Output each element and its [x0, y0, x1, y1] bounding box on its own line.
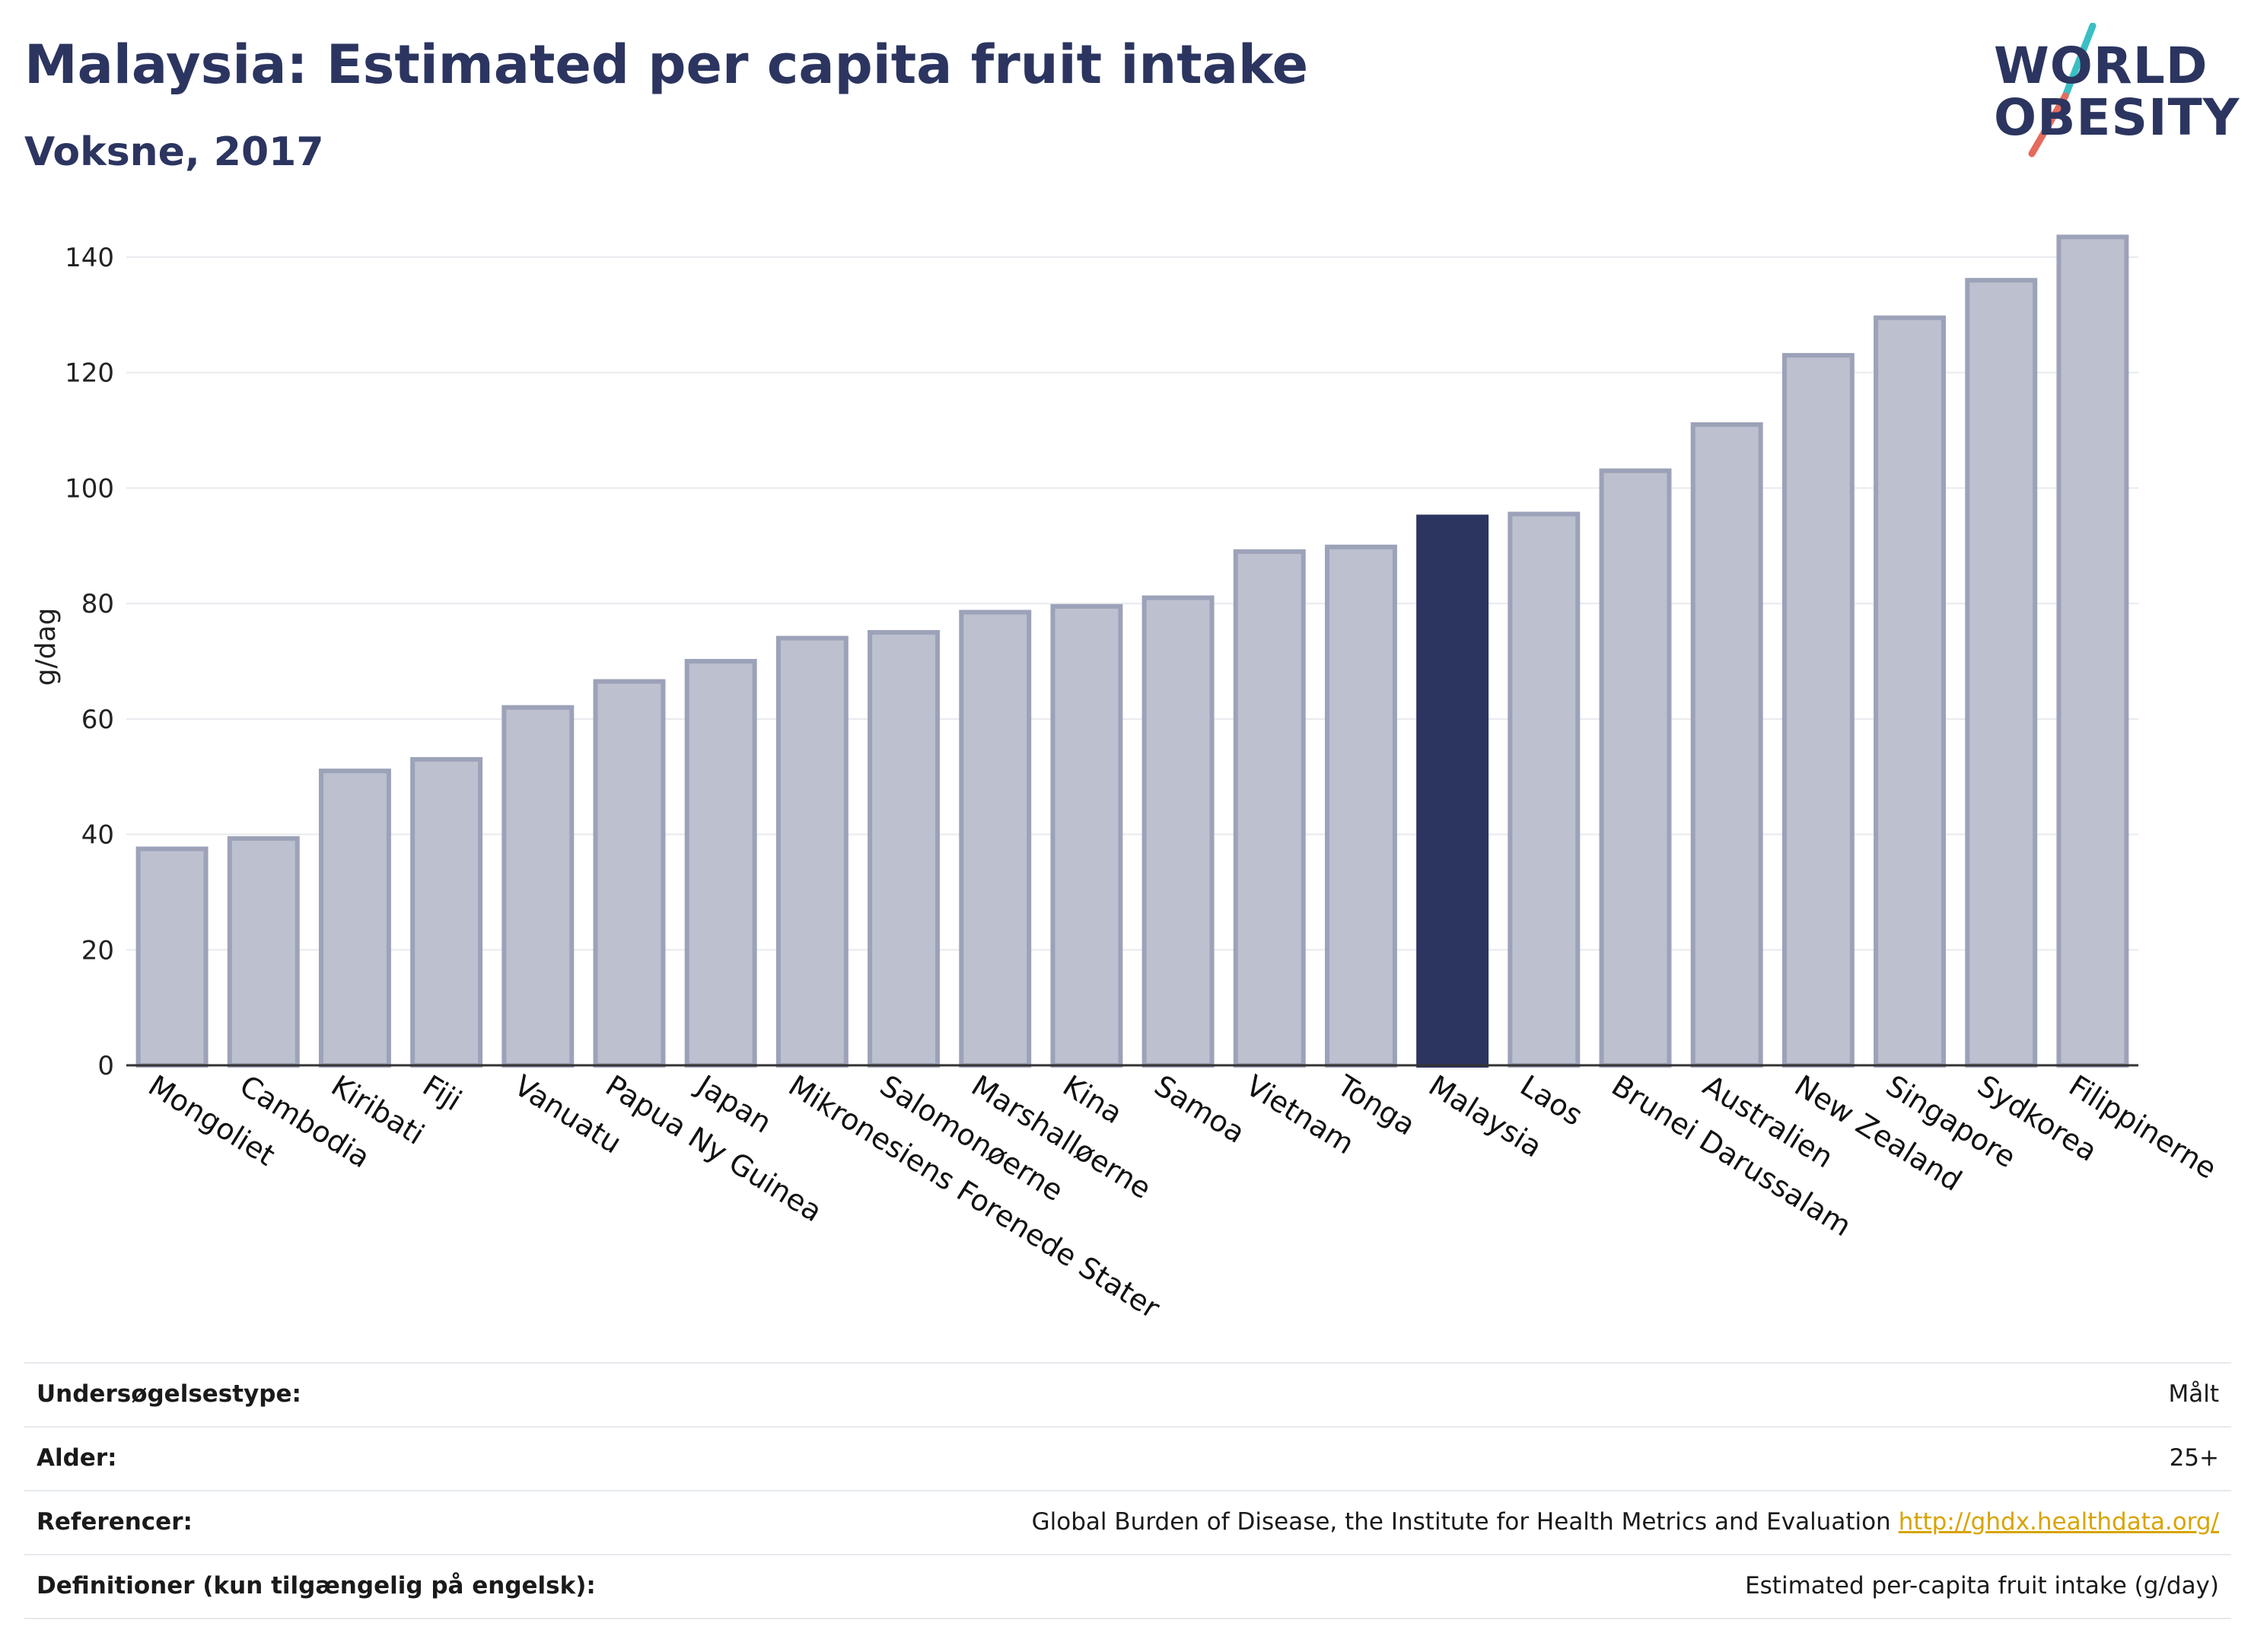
- x-tick-label: Filippinerne: [2063, 1068, 2222, 1186]
- bar-vietnam: [1233, 549, 1306, 1068]
- y-tick-label: 20: [81, 935, 114, 966]
- metadata-value: 25+: [2169, 1444, 2219, 1472]
- logo-word-obesity: OBESITY: [1994, 88, 2240, 147]
- metadata-row-age: Alder: 25+: [24, 1426, 2231, 1490]
- bar-filippinerne: [2056, 234, 2129, 1068]
- bar-cambodia: [227, 836, 300, 1068]
- bar-kina: [1050, 603, 1123, 1068]
- y-tick-label: 40: [81, 820, 114, 851]
- metadata-row-references: Referencer: Global Burden of Disease, th…: [24, 1490, 2231, 1554]
- reference-text: Global Burden of Disease, the Institute …: [1031, 1508, 1891, 1536]
- world-obesity-logo: WORLD OBESITY: [1979, 23, 2240, 160]
- page-title: Malaysia: Estimated per capita fruit int…: [24, 33, 1309, 96]
- bar-new-zealand: [1781, 352, 1855, 1068]
- metadata-row-definitions: Definitioner (kun tilgængelig på engelsk…: [24, 1554, 2231, 1619]
- bar-salomonøerne: [868, 630, 941, 1068]
- bar-malaysia: [1416, 514, 1489, 1068]
- y-tick-label: 60: [81, 705, 114, 735]
- bar-singapore: [1874, 315, 1947, 1068]
- metadata-value: Estimated per-capita fruit intake (g/day…: [1745, 1572, 2219, 1599]
- bar-tonga: [1324, 544, 1397, 1068]
- bar-chart: 020406080100120140g/dagMongolietCambodia…: [30, 234, 2223, 1326]
- y-tick-label: 140: [65, 243, 114, 273]
- metadata-label: Referencer:: [37, 1508, 193, 1536]
- bar-japan: [684, 658, 757, 1068]
- bar-marshalløerne: [959, 610, 1032, 1068]
- metadata-table: Undersøgelsestype: Målt Alder: 25+ Refer…: [24, 1362, 2231, 1619]
- metadata-value-group: Global Burden of Disease, the Institute …: [1032, 1508, 2219, 1536]
- y-tick-label: 120: [65, 358, 114, 389]
- logo-word-world: WORLD: [1994, 37, 2208, 95]
- page-subtitle: Voksne, 2017: [24, 129, 324, 175]
- bar-papua-ny-guinea: [593, 679, 666, 1068]
- bar-laos: [1508, 511, 1581, 1068]
- logo-slash-icon: [2028, 23, 2097, 158]
- bar-vanuatu: [501, 705, 575, 1068]
- bar-mongoliet: [135, 846, 209, 1068]
- y-tick-label: 0: [97, 1051, 114, 1081]
- bar-samoa: [1141, 595, 1215, 1068]
- x-tick-label: Fiji: [417, 1068, 467, 1117]
- y-tick-label: 80: [81, 589, 114, 619]
- bar-sydkorea: [1965, 278, 2038, 1068]
- metadata-label: Definitioner (kun tilgængelig på engelsk…: [37, 1572, 596, 1599]
- bar-brunei-darussalam: [1599, 468, 1672, 1068]
- metadata-row-survey-type: Undersøgelsestype: Målt: [24, 1362, 2231, 1426]
- metadata-label: Alder:: [37, 1444, 117, 1472]
- y-tick-label: 100: [65, 473, 114, 504]
- bar-fiji: [410, 756, 483, 1068]
- y-axis-label: g/dag: [30, 608, 62, 686]
- bar-mikronesiens-forenede-stater: [775, 635, 849, 1068]
- metadata-label: Undersøgelsestype:: [37, 1380, 301, 1408]
- x-tick-label: Samoa: [1148, 1068, 1250, 1150]
- metadata-value: Målt: [2168, 1380, 2219, 1408]
- bar-kiribati: [318, 769, 391, 1068]
- reference-link[interactable]: http://ghdx.healthdata.org/: [1898, 1508, 2219, 1536]
- bar-australien: [1690, 422, 1763, 1068]
